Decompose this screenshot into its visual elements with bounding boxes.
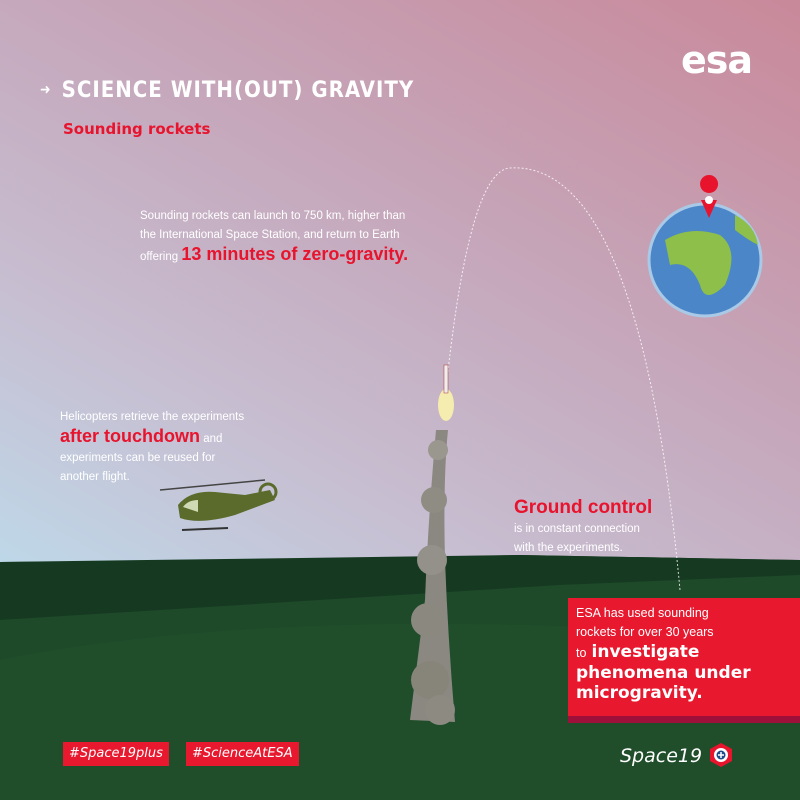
launch-description: Sounding rockets can launch to 750 km, h… bbox=[140, 207, 408, 267]
text-line: experiments can be reused for bbox=[60, 452, 216, 464]
text-line: the International Space Station, and ret… bbox=[140, 229, 400, 241]
trajectory-line bbox=[446, 167, 681, 591]
helicopter-description: Helicopters retrieve the experiments aft… bbox=[60, 408, 244, 487]
hashtag-space19plus[interactable]: #Space19plus bbox=[63, 742, 169, 766]
text-line: is in constant connection bbox=[514, 523, 640, 535]
page-title: ➜ SCIENCE WITH(OUT) GRAVITY bbox=[40, 78, 414, 103]
highlight-text: after touchdown bbox=[60, 426, 200, 446]
hashtag-scienceatesa[interactable]: #ScienceAtESA bbox=[186, 742, 299, 766]
location-pin-icon bbox=[700, 175, 719, 218]
rocket bbox=[443, 364, 449, 394]
esa-logo: esa bbox=[680, 38, 753, 82]
text-line: and bbox=[203, 433, 223, 445]
smoke-plume bbox=[410, 430, 455, 725]
helicopter bbox=[159, 479, 278, 531]
bold-text: phenomena under bbox=[576, 663, 751, 683]
ground-control-heading: Ground control bbox=[514, 497, 653, 518]
text-line: rockets for over 30 years bbox=[576, 625, 714, 639]
space19-emblem-icon bbox=[710, 743, 733, 767]
rocket-flame bbox=[438, 389, 454, 421]
text-line: with the experiments. bbox=[514, 542, 623, 554]
text-line: Helicopters retrieve the experiments bbox=[60, 411, 245, 423]
space19-text: Space19 bbox=[620, 745, 703, 767]
text-line: Sounding rockets can launch to 750 km, h… bbox=[140, 210, 406, 222]
bold-text: investigate bbox=[591, 642, 700, 662]
text-line: ESA has used sounding bbox=[576, 606, 709, 620]
arrow-right-icon: ➜ bbox=[40, 82, 52, 98]
highlight-text: 13 minutes of zero-gravity. bbox=[181, 244, 409, 264]
space19-logo: Space19 bbox=[620, 742, 734, 768]
text-line: offering bbox=[140, 251, 179, 263]
callout-box: ESA has used sounding rockets for over 3… bbox=[568, 598, 800, 716]
title-text: SCIENCE WITH(OUT) GRAVITY bbox=[61, 78, 415, 103]
bold-text: microgravity. bbox=[576, 683, 703, 703]
page-subtitle: Sounding rockets bbox=[63, 120, 211, 138]
earth-globe bbox=[647, 202, 763, 318]
ground-control-description: Ground control is in constant connection… bbox=[514, 496, 652, 558]
text-line: another flight. bbox=[60, 471, 130, 483]
text-line: to bbox=[576, 646, 587, 660]
ground-shadow bbox=[0, 555, 800, 620]
